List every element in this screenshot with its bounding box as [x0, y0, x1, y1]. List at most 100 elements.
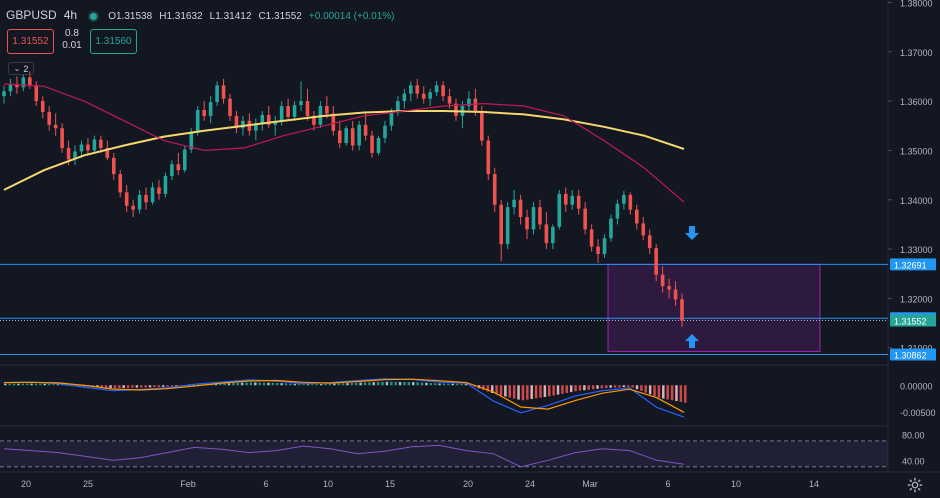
macd-histogram-bar — [249, 382, 253, 386]
price-label-text: 1.32691 — [894, 260, 927, 270]
macd-histogram-bar — [609, 385, 612, 388]
candle-body — [8, 83, 13, 92]
candle-body — [73, 151, 77, 160]
macd-histogram-bar — [96, 385, 99, 388]
macd-histogram-bar — [534, 385, 538, 399]
sell-button[interactable]: 1.31552 — [7, 29, 54, 54]
candle-body — [105, 147, 110, 158]
macd-histogram-bar — [236, 382, 240, 386]
candle-body — [124, 192, 129, 206]
arrow-down-icon — [685, 226, 699, 240]
macd-histogram-bar — [372, 382, 376, 386]
macd-histogram-bar — [587, 385, 590, 390]
macd-histogram-bar — [684, 385, 687, 403]
time-axis-label: 24 — [525, 479, 535, 489]
macd-histogram-bar — [276, 382, 279, 386]
candle-body — [299, 101, 303, 106]
candle-body — [286, 106, 290, 117]
candle-body — [434, 85, 439, 93]
lot-size[interactable]: 0.8 — [65, 28, 79, 39]
macd-histogram-bar — [12, 383, 16, 386]
high-value: H1.31632 — [159, 11, 203, 22]
candle-body — [131, 205, 135, 210]
macd-histogram-bar — [390, 381, 393, 386]
macd-histogram-bar — [657, 385, 661, 398]
macd-histogram-bar — [311, 384, 314, 386]
candle-body — [428, 92, 432, 99]
candle-body — [499, 204, 503, 245]
candle-body — [254, 123, 258, 131]
macd-histogram-bar — [447, 383, 450, 386]
macd-histogram-bar — [670, 385, 674, 401]
macd-histogram-bar — [315, 384, 318, 386]
indicators-toggle[interactable]: ⌄ 2 — [8, 62, 34, 75]
candle-body — [176, 164, 181, 171]
order-size-info: 0.8 0.01 — [60, 28, 84, 52]
candle-body — [615, 203, 620, 219]
macd-histogram-bar — [337, 383, 340, 386]
candle-body — [86, 144, 90, 151]
macd-histogram-bar — [175, 385, 178, 387]
candle-body — [344, 128, 349, 144]
macd-histogram-bar — [666, 385, 669, 400]
candle-body — [576, 195, 581, 209]
price-label: 1.31552 — [890, 314, 936, 327]
rsi-tick-label: 40.00 — [902, 456, 925, 466]
macd-tick-label: 0.00000 — [900, 381, 933, 391]
macd-histogram-bar — [61, 384, 64, 386]
macd-histogram-bar — [552, 385, 555, 396]
macd-signal-line — [3, 378, 685, 413]
macd-histogram-bar — [429, 382, 433, 386]
macd-histogram-bar — [223, 383, 226, 386]
candle-body — [370, 135, 374, 153]
price-tick-label: 1.34000 — [900, 196, 933, 206]
close-value: C1.31552 — [258, 11, 302, 22]
macd-histogram-bar — [21, 383, 25, 386]
symbol-name[interactable]: GBPUSD — [6, 8, 57, 22]
macd-histogram-bar — [109, 385, 112, 388]
interval-label[interactable]: 4h — [63, 8, 78, 22]
candle-body — [525, 217, 529, 230]
candle-body — [660, 274, 665, 287]
change-value: +0.00014 (+0.01%) — [308, 11, 395, 22]
macd-histogram-bar — [425, 382, 428, 386]
macd-histogram-bar — [8, 383, 11, 386]
macd-histogram-bar — [34, 383, 38, 386]
macd-histogram-bar — [398, 381, 402, 386]
macd-histogram-bar — [148, 385, 152, 388]
candle-body — [292, 105, 297, 117]
price-tick-label: 1.37000 — [900, 48, 933, 58]
candle-body — [66, 147, 71, 160]
macd-histogram-bar — [240, 382, 244, 386]
macd-histogram-bar — [280, 383, 283, 386]
macd-histogram-bar — [613, 385, 617, 388]
macd-histogram-bar — [640, 385, 643, 391]
candle-body — [544, 224, 549, 244]
candle-body — [137, 194, 142, 210]
candle-body — [602, 238, 607, 255]
candle-body — [60, 128, 64, 148]
candle-body — [195, 109, 200, 132]
candle-body — [409, 85, 413, 94]
macd-histogram-bar — [504, 385, 507, 397]
time-axis-label: 15 — [385, 479, 395, 489]
macd-histogram-bar — [4, 383, 7, 386]
candle-body — [234, 115, 239, 129]
macd-histogram-bar — [482, 385, 485, 390]
macd-histogram-bar — [407, 381, 411, 386]
macd-histogram-bar — [227, 383, 231, 386]
candle-body — [473, 98, 478, 111]
macd-histogram-bar — [245, 382, 248, 386]
candle-body — [641, 223, 646, 236]
macd-histogram-bar — [412, 382, 415, 386]
candle-body — [163, 176, 168, 194]
spread-value: 0.01 — [62, 40, 82, 51]
buy-button[interactable]: 1.31560 — [90, 29, 137, 54]
price-tick-label: 1.35000 — [900, 146, 933, 156]
macd-histogram-bar — [626, 385, 630, 387]
candle-body — [337, 130, 342, 144]
gear-icon[interactable] — [906, 476, 924, 494]
macd-histogram-bar — [543, 385, 547, 397]
macd-histogram-bar — [17, 383, 20, 386]
